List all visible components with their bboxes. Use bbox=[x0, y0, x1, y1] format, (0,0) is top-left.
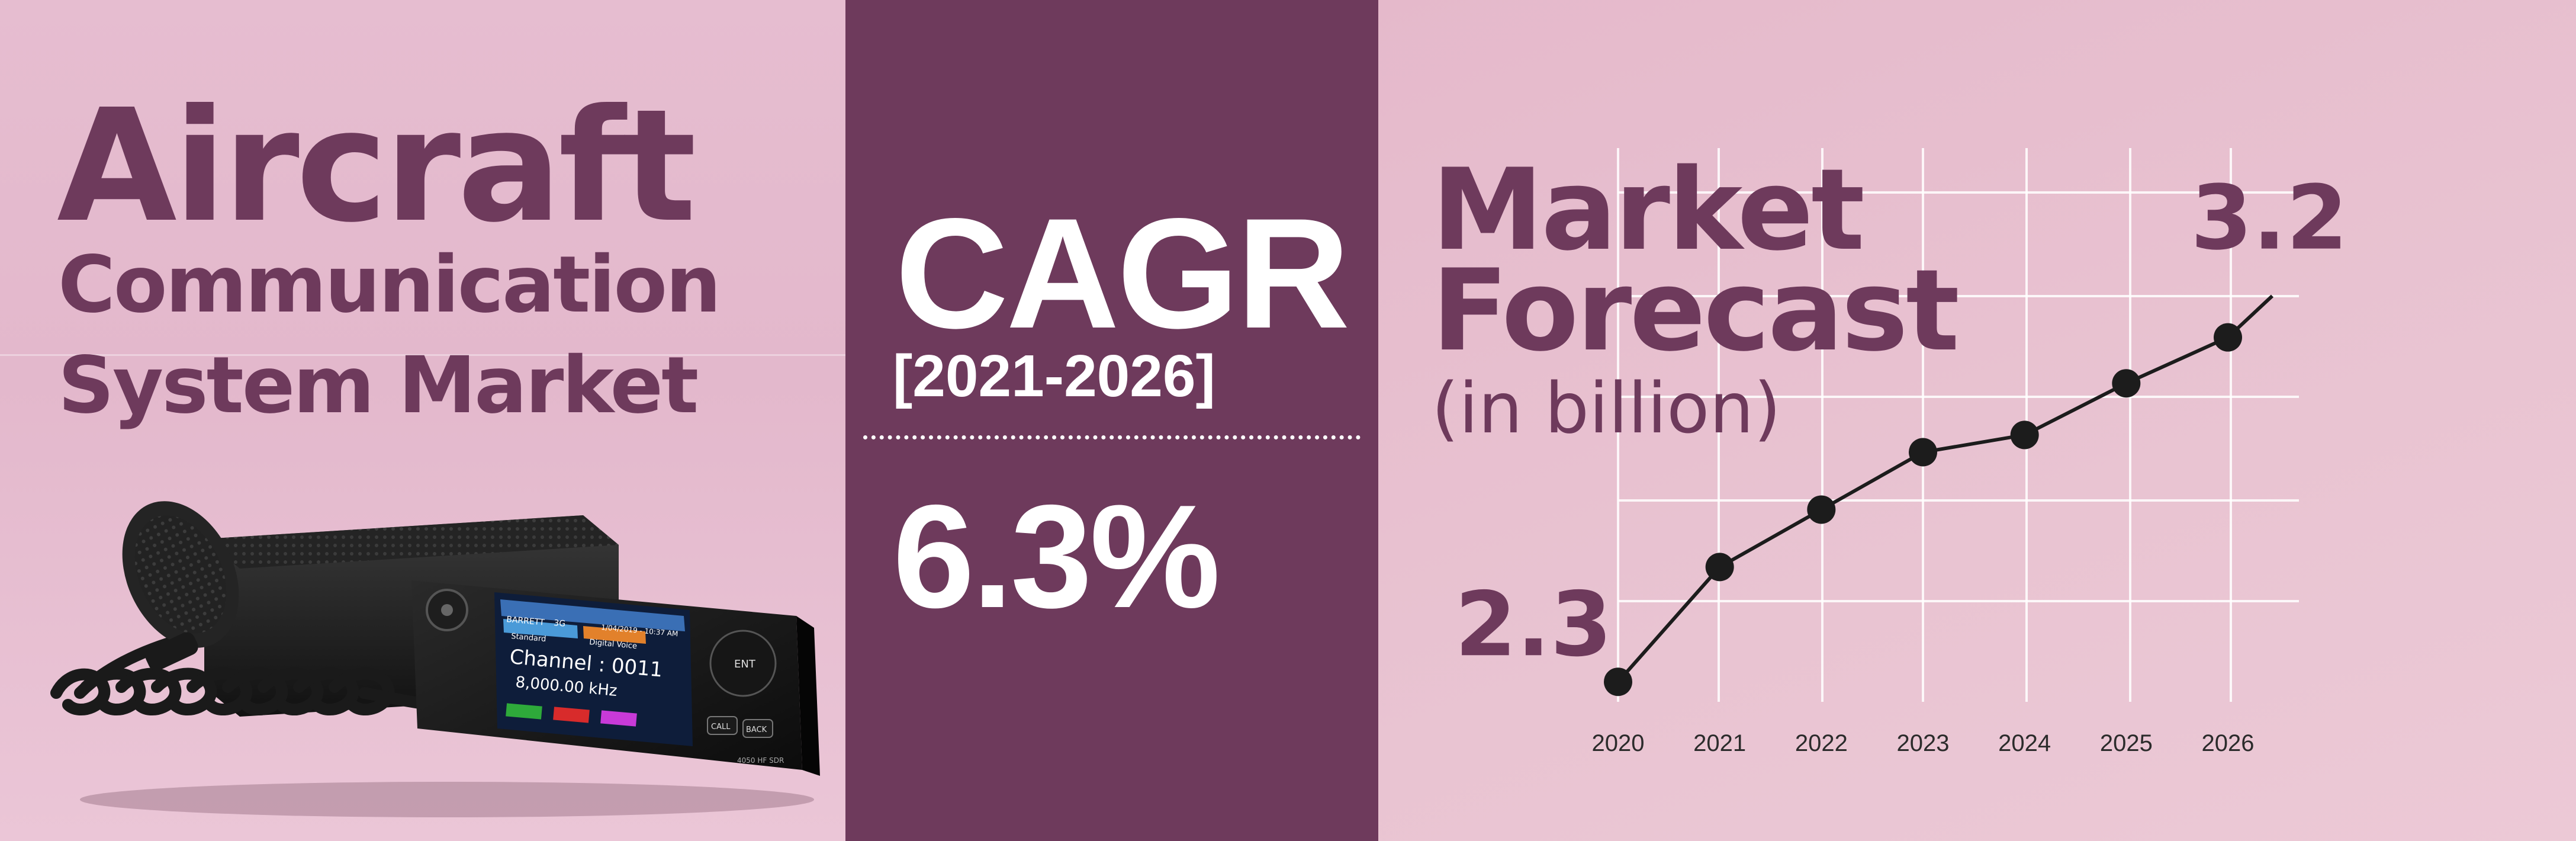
forecast-panel bbox=[1378, 0, 2576, 841]
data-labels: 2.3 3.2 bbox=[1455, 167, 2348, 677]
chart-title-line-2: Forecast bbox=[1432, 245, 1957, 376]
cagr-value: 6.3% bbox=[893, 474, 1220, 638]
data-point-2023 bbox=[1909, 438, 1937, 467]
x-tick-label-2023: 2023 bbox=[1897, 730, 1950, 756]
data-label-2020: 2.3 bbox=[1455, 573, 1612, 676]
button-call-label: CALL bbox=[711, 723, 731, 731]
screen-tab-left: Standard bbox=[511, 632, 546, 644]
title-divider-line bbox=[0, 354, 845, 356]
screen-tab-right: Digital Voice bbox=[589, 638, 638, 651]
title-line-1: Aircraft bbox=[57, 76, 696, 256]
x-tick-label-2022: 2022 bbox=[1795, 730, 1848, 756]
x-tick-label-2025: 2025 bbox=[2100, 730, 2153, 756]
chart-grid bbox=[1617, 148, 2299, 702]
title-line-2: Communication bbox=[58, 239, 721, 330]
x-tick-label-2024: 2024 bbox=[1998, 730, 2051, 756]
data-point-2024 bbox=[2010, 420, 2039, 450]
data-label-2026: 3.2 bbox=[2191, 167, 2348, 270]
screen-brand: BARRETT bbox=[506, 615, 545, 628]
cagr-panel bbox=[845, 0, 1378, 841]
button-enter-label: ENT bbox=[734, 658, 756, 670]
model-label: 4050 HF SDR bbox=[737, 756, 784, 765]
chart-subtitle: (in billion) bbox=[1432, 367, 1781, 449]
chart-title-line-1: Market bbox=[1432, 145, 1863, 275]
series-points bbox=[1604, 323, 2242, 696]
x-axis-ticks: 2020 2021 2022 2023 2024 2025 2026 bbox=[1592, 730, 2255, 756]
cagr-period: [2021-2026] bbox=[893, 343, 1215, 409]
x-tick-label-2026: 2026 bbox=[2202, 730, 2255, 756]
radio-device-image: BARRETT 3G 1/04/2019 - 10:37 AM Standard… bbox=[50, 501, 820, 817]
title-line-3: System Market bbox=[58, 340, 699, 431]
data-point-2020 bbox=[1604, 667, 1632, 696]
screen-mode: 3G bbox=[554, 618, 566, 629]
cagr-title: CAGR bbox=[895, 186, 1350, 361]
market-forecast-chart: Market Forecast (in billion) 2020 2021 202… bbox=[1432, 145, 2348, 756]
left-panel: Aircraft Communication System Market bbox=[0, 0, 845, 841]
data-point-2025 bbox=[2112, 369, 2141, 398]
data-point-2026 bbox=[2214, 323, 2242, 352]
data-point-2021 bbox=[1705, 553, 1734, 582]
series-line bbox=[1616, 294, 2274, 683]
x-tick-label-2021: 2021 bbox=[1693, 730, 1746, 756]
button-back-label: BACK bbox=[746, 726, 767, 734]
dotted-divider bbox=[863, 435, 1361, 439]
x-tick-label-2020: 2020 bbox=[1592, 730, 1645, 756]
data-point-2022 bbox=[1807, 495, 1836, 524]
